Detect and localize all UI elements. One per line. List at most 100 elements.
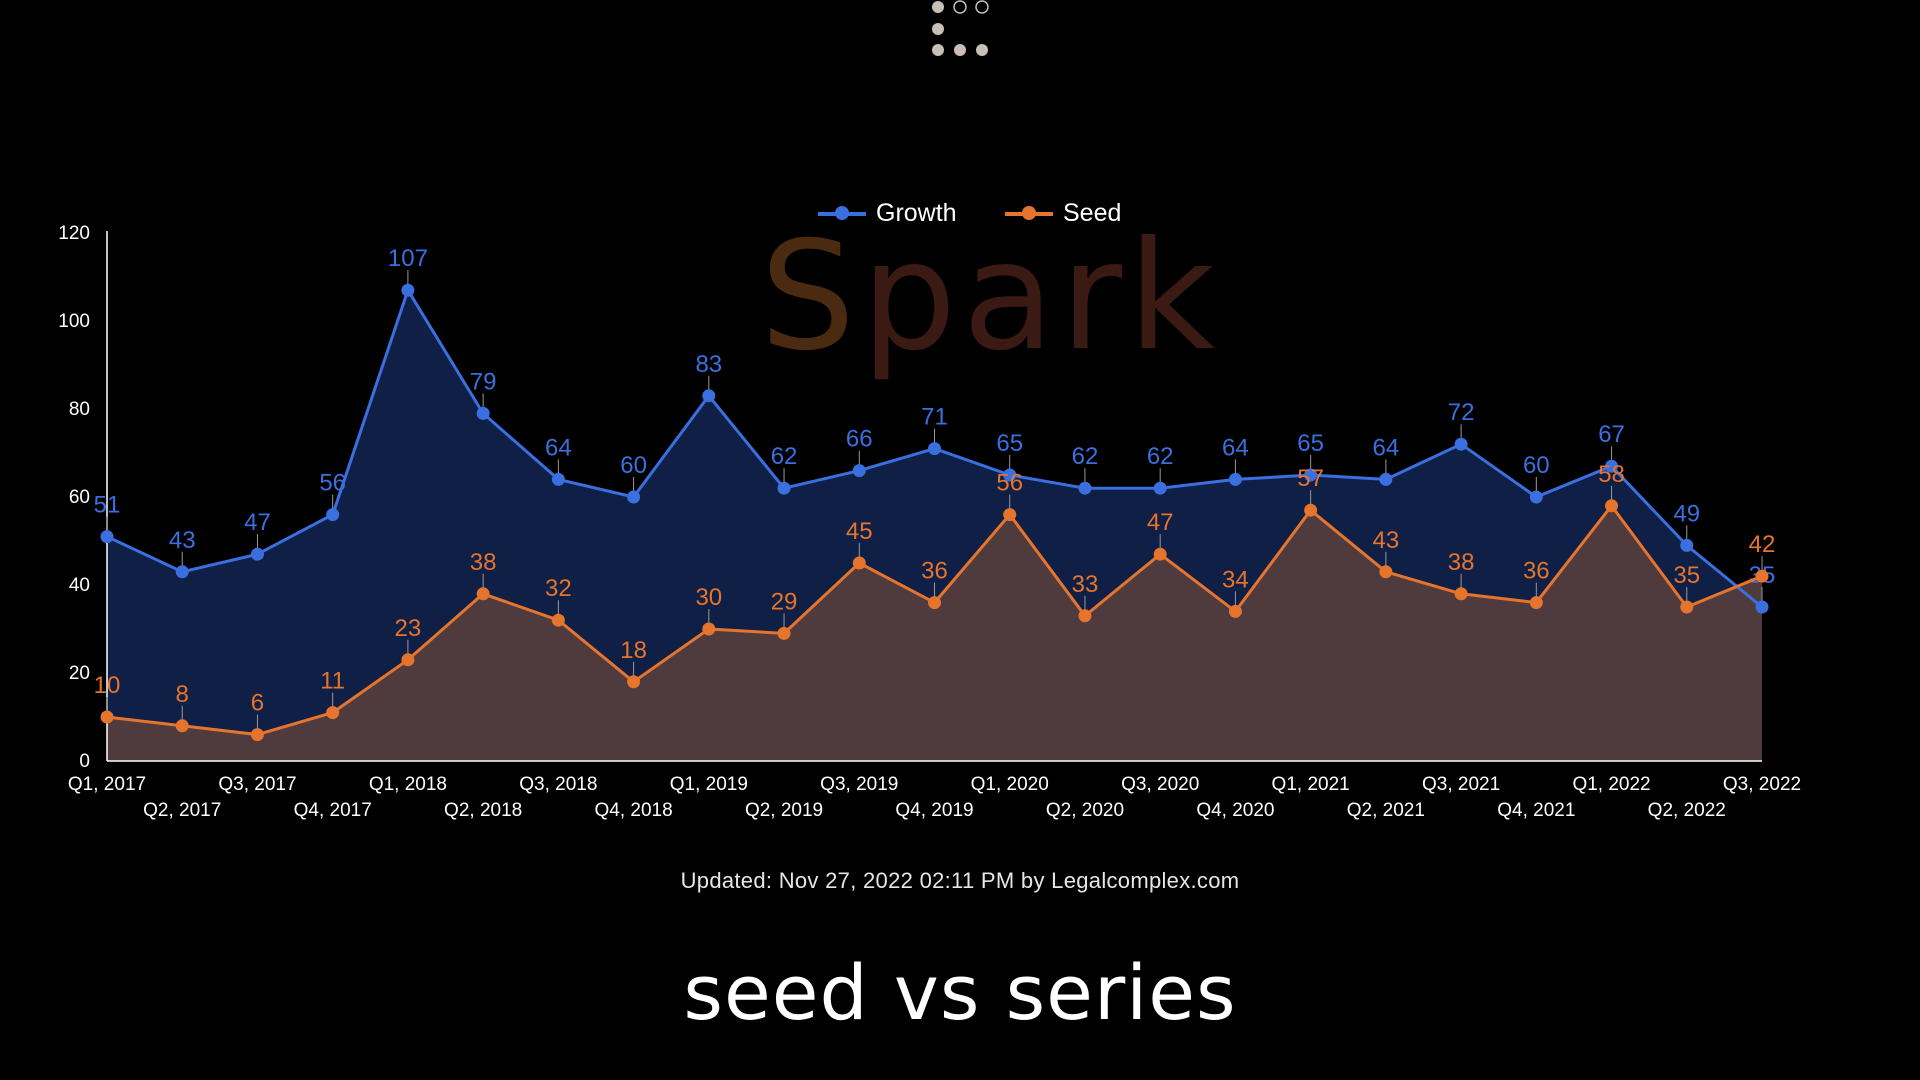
growth-data-label: 60 — [620, 452, 647, 479]
x-tick-label: Q2, 2020 — [1046, 800, 1124, 821]
growth-point — [1304, 468, 1318, 482]
growth-point — [326, 508, 340, 522]
y-tick-label: 0 — [79, 751, 90, 772]
seed-data-label: 10 — [94, 672, 121, 699]
growth-data-label: 64 — [1222, 434, 1249, 461]
indicator-dot[interactable] — [932, 44, 944, 56]
growth-data-label: 66 — [846, 426, 873, 453]
x-tick-label: Q3, 2017 — [218, 774, 296, 795]
growth-point — [1755, 600, 1769, 614]
x-tick-label: Q1, 2017 — [68, 774, 146, 795]
seed-point — [1680, 600, 1694, 614]
logo-initial: S — [760, 210, 862, 384]
growth-data-label: 67 — [1598, 421, 1625, 448]
seed-data-label: 11 — [320, 668, 345, 695]
slide-indicator[interactable] — [0, 0, 1920, 80]
x-tick-label: Q2, 2021 — [1347, 800, 1425, 821]
seed-point — [326, 706, 340, 720]
growth-legend-marker — [835, 206, 849, 220]
spark-logo-watermark: Spark — [760, 210, 1221, 384]
indicator-dot[interactable] — [953, 0, 967, 14]
growth-data-label: 64 — [545, 434, 572, 461]
seed-data-label: 56 — [996, 470, 1023, 497]
growth-data-label: 60 — [1523, 452, 1550, 479]
seed-data-label: 32 — [545, 575, 572, 602]
growth-legend-label: Growth — [876, 199, 957, 227]
growth-point — [1379, 472, 1393, 486]
y-tick-label: 40 — [69, 575, 90, 596]
growth-data-label: 83 — [695, 351, 722, 378]
y-tick-label: 60 — [69, 487, 90, 508]
growth-data-label: 56 — [319, 470, 346, 497]
seed-point — [250, 728, 264, 742]
x-tick-label: Q1, 2021 — [1272, 774, 1350, 795]
seed-data-label: 30 — [695, 584, 722, 611]
seed-point — [476, 587, 490, 601]
x-tick-label: Q3, 2021 — [1422, 774, 1500, 795]
seed-point — [1529, 596, 1543, 610]
indicator-dot[interactable] — [932, 23, 944, 35]
x-tick-label: Q2, 2019 — [745, 800, 823, 821]
seed-point — [1078, 609, 1092, 623]
growth-point — [928, 442, 941, 456]
y-tick-label: 20 — [69, 663, 90, 684]
indicator-dot[interactable] — [932, 1, 944, 13]
growth-data-label: 51 — [94, 492, 121, 519]
x-tick-label: Q4, 2021 — [1497, 800, 1575, 821]
indicator-dot[interactable] — [976, 44, 988, 56]
growth-data-label: 107 — [388, 245, 428, 272]
growth-point — [777, 481, 791, 495]
x-tick-label: Q4, 2019 — [895, 800, 973, 821]
seed-point — [1755, 569, 1769, 583]
growth-data-label: 62 — [1072, 443, 1099, 470]
seed-data-label: 35 — [1673, 562, 1700, 589]
indicator-dot[interactable] — [954, 44, 966, 56]
x-tick-label: Q2, 2018 — [444, 800, 522, 821]
growth-point — [250, 547, 264, 561]
seed-data-label: 38 — [1448, 549, 1475, 576]
seed-point — [928, 596, 941, 610]
growth-point — [1003, 468, 1017, 482]
seed-data-label: 23 — [395, 615, 422, 642]
seed-data-label: 8 — [176, 681, 189, 708]
x-tick-label: Q3, 2019 — [820, 774, 898, 795]
seed-data-label: 6 — [251, 690, 264, 717]
growth-data-label: 49 — [1673, 500, 1700, 527]
x-tick-label: Q2, 2022 — [1648, 800, 1726, 821]
growth-point — [1228, 472, 1242, 486]
seed-point — [627, 675, 641, 689]
seed-point — [401, 653, 415, 667]
seed-data-label: 58 — [1598, 461, 1625, 488]
x-tick-label: Q1, 2018 — [369, 774, 447, 795]
seed-data-label: 57 — [1297, 465, 1324, 492]
seed-data-label: 42 — [1749, 531, 1776, 558]
seed-data-label: 33 — [1072, 571, 1099, 598]
growth-point — [852, 464, 866, 478]
y-tick-label: 80 — [69, 399, 90, 420]
x-tick-label: Q3, 2022 — [1723, 774, 1801, 795]
seed-point — [1003, 508, 1017, 522]
seed-data-label: 43 — [1373, 527, 1400, 554]
growth-point — [1153, 481, 1167, 495]
x-tick-label: Q3, 2018 — [519, 774, 597, 795]
seed-legend-marker — [1022, 206, 1036, 220]
page-title: seed vs series — [683, 948, 1237, 1037]
y-tick-label: 120 — [58, 223, 90, 244]
seed-point — [1153, 547, 1167, 561]
seed-area — [107, 505, 1762, 761]
growth-point — [401, 283, 415, 297]
seed-point — [702, 622, 716, 636]
x-tick-label: Q1, 2019 — [670, 774, 748, 795]
growth-point — [1529, 490, 1543, 504]
x-tick-label: Q3, 2020 — [1121, 774, 1199, 795]
seed-data-label: 45 — [846, 518, 873, 545]
seed-point — [1605, 499, 1619, 513]
growth-data-label: 62 — [771, 443, 798, 470]
seed-point — [175, 719, 189, 733]
indicator-dot[interactable] — [975, 0, 989, 14]
y-tick-label: 100 — [58, 311, 90, 332]
seed-data-label: 29 — [771, 588, 798, 615]
x-tick-label: Q1, 2020 — [971, 774, 1049, 795]
growth-point — [551, 472, 565, 486]
growth-data-label: 72 — [1448, 399, 1475, 426]
